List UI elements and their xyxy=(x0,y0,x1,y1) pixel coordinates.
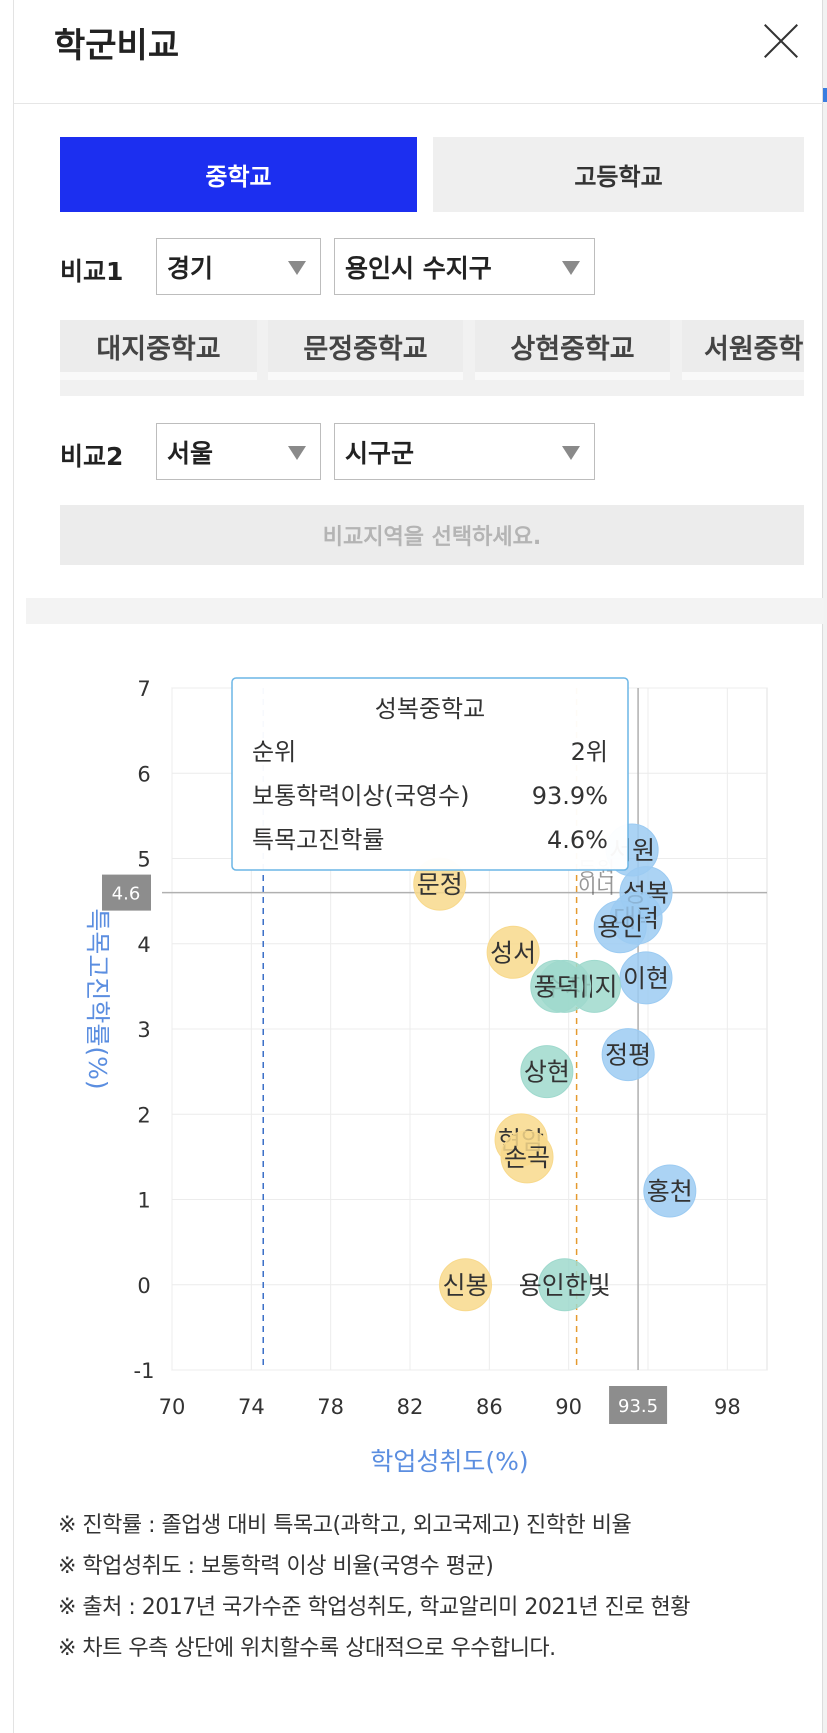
data-point xyxy=(439,1258,493,1312)
y-selected-badge xyxy=(102,874,151,911)
panel-header: 학군비교 xyxy=(14,0,824,104)
note-2: ※ 학업성취도 : 보통학력 이상 비율(국영수 평균) xyxy=(58,1554,494,1579)
x-tick-label: 86 xyxy=(476,1395,503,1419)
data-point-label: 이현 xyxy=(623,964,669,993)
data-point xyxy=(520,1045,574,1099)
compare2-district-value: 시구군 xyxy=(345,438,415,468)
compare1-label: 비교1 xyxy=(60,257,124,286)
school-chip-list: 대지중학교 문정중학교 상현중학교 서원중학교 xyxy=(60,320,804,396)
compare2-placeholder: 비교지역을 선택하세요. xyxy=(60,505,804,565)
data-point-label: 상현 xyxy=(524,1058,570,1087)
data-point xyxy=(643,1164,697,1218)
scatter-chart-svg: -1012345677074788286909498서원성복대덕용인이현정평홍천… xyxy=(83,677,768,1476)
scrollbar-marker xyxy=(823,88,827,102)
tooltip-row-value: 93.9% xyxy=(532,782,608,810)
school-district-compare-panel: 학군비교 중학교 고등학교 비교1 경기 용인시 수지구 대지중학교 문정중학교… xyxy=(13,0,824,1733)
data-point xyxy=(486,925,540,979)
y-axis-title: 특목고진학률(%) xyxy=(83,908,112,1089)
tooltip-row-label: 보통학력이상(국영수) xyxy=(252,782,469,810)
data-point-label: 성서 xyxy=(490,938,536,967)
compare2-region-value: 서울 xyxy=(167,438,214,468)
note-3: ※ 출처 : 2017년 국가수준 학업성취도, 학교알리미 2021년 진로 … xyxy=(58,1595,691,1620)
x-tick-label: 70 xyxy=(159,1395,186,1419)
y-tick-label: -1 xyxy=(134,1359,155,1383)
data-point xyxy=(500,1130,554,1184)
chevron-down-icon xyxy=(562,446,580,460)
compare2-region-select[interactable]: 서울 xyxy=(156,423,321,480)
tooltip-row-value: 2위 xyxy=(571,738,608,766)
compare2-label: 비교2 xyxy=(60,442,124,471)
y-tick-label: 7 xyxy=(137,677,150,701)
tooltip-box xyxy=(231,677,629,871)
school-chip-seowon[interactable]: 서원중학교 xyxy=(682,320,804,380)
tooltip-title: 성복중학교 xyxy=(375,695,485,723)
data-point-label: 이너 xyxy=(578,874,615,898)
tooltip-row-label: 순위 xyxy=(252,738,296,766)
data-point-label: 용인한빛 xyxy=(519,1271,611,1300)
compare2-district-select[interactable]: 시구군 xyxy=(334,423,595,480)
data-point-label: 신봉 xyxy=(443,1271,489,1300)
note-1: ※ 진학률 : 졸업생 대비 특목고(과학고, 외고국제고) 진학한 비율 xyxy=(58,1513,632,1538)
data-point xyxy=(530,959,584,1013)
y-selected-badge-label: 4.6 xyxy=(112,884,141,905)
chevron-down-icon xyxy=(562,261,580,275)
x-tick-label: 98 xyxy=(714,1395,741,1419)
data-point-label: 손곡 xyxy=(504,1143,550,1172)
tooltip-row-value: 4.6% xyxy=(547,826,608,854)
school-chip-munjeong[interactable]: 문정중학교 xyxy=(268,320,463,380)
data-point-label: 정평 xyxy=(605,1041,651,1070)
x-selected-badge xyxy=(609,1386,668,1424)
x-tick-label: 82 xyxy=(397,1395,424,1419)
data-point-label: 풍덕 xyxy=(534,972,580,1001)
scatter-chart: -1012345677074788286909498서원성복대덕용인이현정평홍천… xyxy=(14,630,824,1490)
data-point xyxy=(538,1258,592,1312)
close-icon[interactable] xyxy=(756,16,806,66)
x-selected-badge-label: 93.5 xyxy=(618,1396,658,1417)
y-tick-label: 2 xyxy=(137,1103,150,1127)
data-point xyxy=(593,900,647,954)
x-axis-title: 학업성취도(%) xyxy=(370,1447,528,1476)
tab-high-school[interactable]: 고등학교 xyxy=(433,137,804,212)
y-tick-label: 6 xyxy=(137,762,150,786)
chevron-down-icon xyxy=(288,261,306,275)
data-point xyxy=(601,1028,655,1082)
tooltip-row-label: 특목고진학률 xyxy=(252,826,384,854)
x-tick-label: 74 xyxy=(238,1395,265,1419)
data-point-label: 용인 xyxy=(597,913,643,942)
school-chip-daeji[interactable]: 대지중학교 xyxy=(60,320,257,380)
section-divider xyxy=(26,598,824,624)
x-tick-label: 78 xyxy=(317,1395,344,1419)
x-tick-label: 90 xyxy=(555,1395,582,1419)
data-point-label: 홍천 xyxy=(647,1177,693,1206)
scrollbar-track[interactable] xyxy=(823,0,827,1733)
panel-title: 학군비교 xyxy=(54,26,180,66)
y-tick-label: 1 xyxy=(137,1189,150,1213)
compare1-district-value: 용인시 수지구 xyxy=(345,253,492,283)
data-point xyxy=(619,951,673,1005)
chevron-down-icon xyxy=(288,446,306,460)
y-tick-label: 5 xyxy=(137,848,150,872)
chart-notes: ※ 진학률 : 졸업생 대비 특목고(과학고, 외고국제고) 진학한 비율 ※ … xyxy=(58,1505,691,1669)
y-tick-label: 3 xyxy=(137,1018,150,1042)
y-tick-label: 0 xyxy=(137,1274,150,1298)
compare1-district-select[interactable]: 용인시 수지구 xyxy=(334,238,595,295)
note-4: ※ 차트 우측 상단에 위치할수록 상대적으로 우수합니다. xyxy=(58,1636,556,1661)
school-chip-sanghyeon[interactable]: 상현중학교 xyxy=(475,320,670,380)
data-point-label: 문정 xyxy=(417,870,463,899)
tab-middle-school[interactable]: 중학교 xyxy=(60,137,417,212)
compare1-region-value: 경기 xyxy=(167,253,214,283)
compare1-region-select[interactable]: 경기 xyxy=(156,238,321,295)
y-tick-label: 4 xyxy=(137,933,150,957)
